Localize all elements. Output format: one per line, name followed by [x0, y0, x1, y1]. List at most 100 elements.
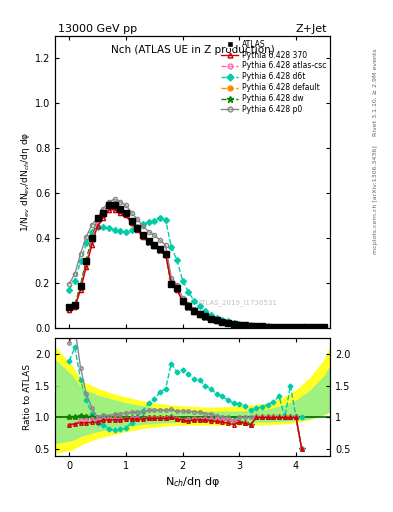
Pythia 6.428 d6t	[231, 319, 236, 326]
Pythia 6.428 p0	[112, 196, 117, 202]
Pythia 6.428 p0	[118, 199, 123, 205]
Pythia 6.428 d6t	[67, 286, 72, 292]
Pythia 6.428 p0	[180, 295, 185, 301]
Pythia 6.428 dw	[163, 251, 168, 257]
ATLAS	[112, 202, 117, 208]
ATLAS	[311, 325, 316, 331]
Pythia 6.428 atlas-csc	[288, 324, 293, 330]
Pythia 6.428 atlas-csc	[84, 261, 88, 267]
Pythia 6.428 atlas-csc	[214, 317, 219, 324]
Pythia 6.428 atlas-csc	[169, 281, 174, 287]
ATLAS	[226, 319, 230, 326]
Pythia 6.428 default	[197, 311, 202, 317]
Pythia 6.428 d6t	[135, 224, 140, 230]
Pythia 6.428 dw	[101, 210, 106, 217]
ATLAS	[78, 283, 83, 289]
Pythia 6.428 d6t	[129, 227, 134, 233]
Pythia 6.428 370	[322, 325, 327, 331]
Pythia 6.428 dw	[322, 325, 327, 331]
Pythia 6.428 dw	[123, 211, 128, 218]
Pythia 6.428 370	[209, 316, 213, 322]
Pythia 6.428 dw	[118, 207, 123, 213]
Pythia 6.428 p0	[214, 317, 219, 323]
Pythia 6.428 dw	[197, 311, 202, 317]
Pythia 6.428 atlas-csc	[118, 208, 123, 215]
Pythia 6.428 default	[73, 302, 77, 308]
Pythia 6.428 atlas-csc	[271, 324, 276, 330]
Pythia 6.428 d6t	[95, 224, 100, 230]
Pythia 6.428 370	[277, 324, 281, 330]
Pythia 6.428 default	[180, 298, 185, 304]
Pythia 6.428 d6t	[311, 325, 316, 331]
ATLAS	[180, 297, 185, 304]
Pythia 6.428 d6t	[226, 318, 230, 325]
Pythia 6.428 p0	[90, 222, 94, 228]
Pythia 6.428 default	[67, 305, 72, 311]
ATLAS	[316, 325, 321, 331]
Pythia 6.428 p0	[73, 271, 77, 277]
Pythia 6.428 370	[174, 286, 179, 292]
ATLAS	[158, 246, 162, 252]
Text: 13000 GeV pp: 13000 GeV pp	[58, 25, 137, 34]
Pythia 6.428 default	[322, 325, 327, 331]
Line: Pythia 6.428 370: Pythia 6.428 370	[67, 208, 327, 330]
Pythia 6.428 370	[288, 324, 293, 330]
Pythia 6.428 atlas-csc	[209, 316, 213, 322]
Pythia 6.428 d6t	[101, 224, 106, 230]
Pythia 6.428 dw	[112, 203, 117, 209]
Text: Z+Jet: Z+Jet	[296, 25, 327, 34]
Pythia 6.428 p0	[203, 313, 208, 319]
Pythia 6.428 atlas-csc	[265, 324, 270, 330]
Pythia 6.428 p0	[192, 306, 196, 312]
Pythia 6.428 d6t	[180, 278, 185, 284]
Pythia 6.428 default	[214, 317, 219, 324]
Pythia 6.428 370	[146, 239, 151, 245]
Pythia 6.428 d6t	[288, 324, 293, 330]
Pythia 6.428 370	[197, 312, 202, 318]
Pythia 6.428 atlas-csc	[129, 220, 134, 226]
Pythia 6.428 p0	[283, 324, 287, 330]
Pythia 6.428 370	[305, 325, 310, 331]
Pythia 6.428 atlas-csc	[192, 308, 196, 314]
Pythia 6.428 default	[90, 233, 94, 240]
Pythia 6.428 p0	[305, 325, 310, 331]
ATLAS	[214, 317, 219, 324]
Pythia 6.428 d6t	[260, 323, 264, 329]
Pythia 6.428 atlas-csc	[73, 305, 77, 311]
Pythia 6.428 p0	[294, 324, 298, 330]
Pythia 6.428 d6t	[277, 324, 281, 330]
Pythia 6.428 d6t	[316, 325, 321, 331]
Pythia 6.428 370	[67, 307, 72, 313]
Text: Rivet 3.1.10, ≥ 2.9M events: Rivet 3.1.10, ≥ 2.9M events	[373, 48, 378, 136]
Pythia 6.428 atlas-csc	[174, 286, 179, 292]
Pythia 6.428 default	[260, 323, 264, 329]
Pythia 6.428 p0	[265, 324, 270, 330]
Pythia 6.428 default	[288, 324, 293, 330]
Pythia 6.428 atlas-csc	[163, 251, 168, 257]
Pythia 6.428 370	[243, 323, 248, 329]
Pythia 6.428 p0	[78, 250, 83, 257]
Pythia 6.428 atlas-csc	[260, 323, 264, 329]
Pythia 6.428 d6t	[112, 227, 117, 233]
Pythia 6.428 atlas-csc	[226, 320, 230, 326]
ATLAS	[305, 325, 310, 331]
Pythia 6.428 370	[163, 252, 168, 258]
Pythia 6.428 d6t	[107, 225, 111, 231]
Pythia 6.428 370	[271, 324, 276, 330]
Line: Pythia 6.428 default: Pythia 6.428 default	[67, 203, 327, 330]
Pythia 6.428 dw	[141, 232, 145, 239]
Pythia 6.428 atlas-csc	[180, 298, 185, 305]
Pythia 6.428 default	[299, 325, 304, 331]
ATLAS	[123, 210, 128, 216]
Pythia 6.428 default	[78, 282, 83, 288]
Pythia 6.428 default	[248, 323, 253, 329]
Pythia 6.428 default	[265, 324, 270, 330]
ATLAS	[248, 323, 253, 329]
Pythia 6.428 p0	[197, 310, 202, 316]
Pythia 6.428 d6t	[186, 289, 191, 295]
Pythia 6.428 p0	[123, 202, 128, 208]
Pythia 6.428 atlas-csc	[294, 324, 298, 330]
Pythia 6.428 d6t	[158, 215, 162, 221]
Y-axis label: Ratio to ATLAS: Ratio to ATLAS	[23, 364, 32, 430]
ATLAS	[265, 324, 270, 330]
